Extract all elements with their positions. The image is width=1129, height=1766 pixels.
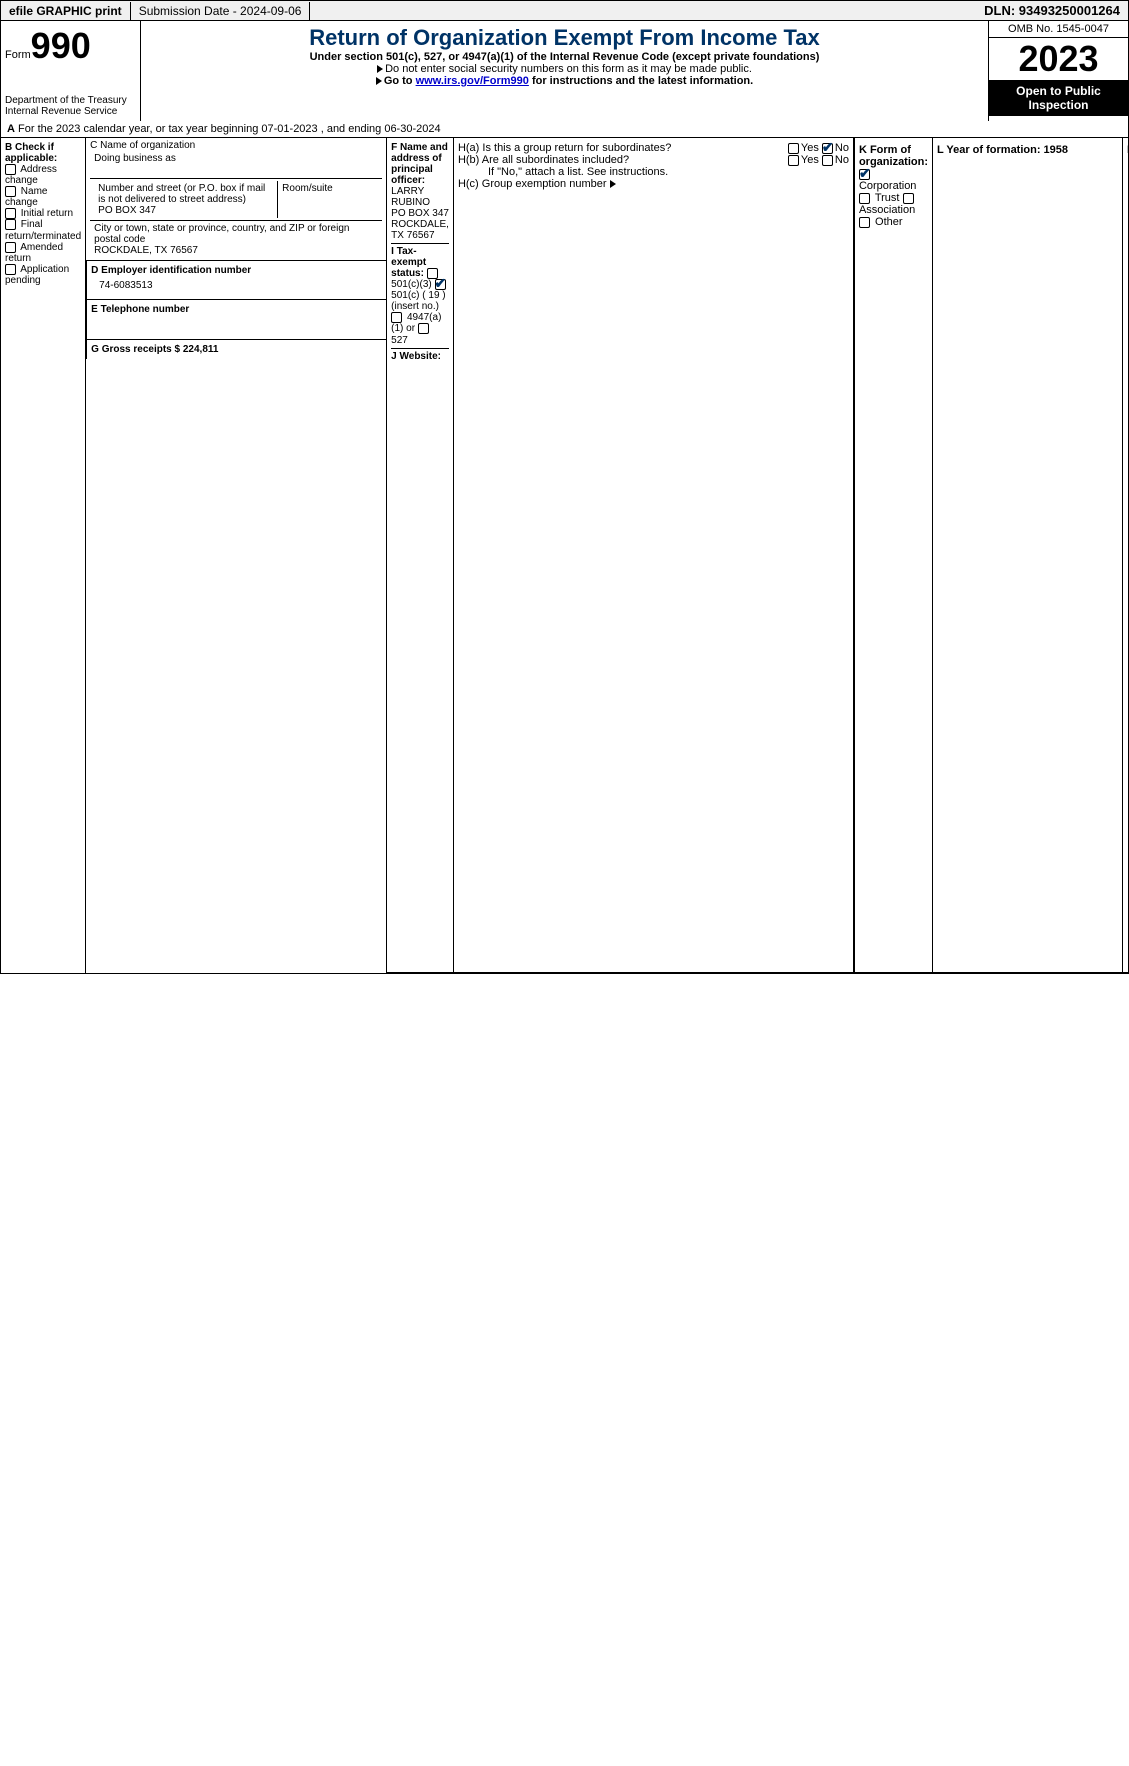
addr-label: Number and street (or P.O. box if mail i… xyxy=(98,183,273,205)
checkbox-name-change[interactable] xyxy=(5,186,16,197)
efile-print-button[interactable]: efile GRAPHIC print xyxy=(1,2,131,20)
ha-label: H(a) Is this a group return for subordin… xyxy=(458,142,671,154)
open-inspection: Open to Public Inspection xyxy=(989,80,1128,116)
irs-link[interactable]: www.irs.gov/Form990 xyxy=(416,75,529,87)
box-l: L Year of formation: 1958 xyxy=(932,138,1122,972)
checkbox-initial-return[interactable] xyxy=(5,208,16,219)
officer-name: LARRY RUBINO xyxy=(391,186,449,208)
hb-note: If "No," attach a list. See instructions… xyxy=(458,166,849,178)
ein-value: 74-6083513 xyxy=(91,276,382,295)
box-e-label: E Telephone number xyxy=(91,304,382,315)
city-label: City or town, state or province, country… xyxy=(94,223,378,245)
submission-date: Submission Date - 2024-09-06 xyxy=(131,2,311,20)
checkbox-corp[interactable] xyxy=(859,169,870,180)
box-c-name-label: C Name of organization xyxy=(90,140,382,151)
goto-pre: Go to xyxy=(384,75,416,87)
checkbox-assoc[interactable] xyxy=(903,193,914,204)
row-a-tax-year: A For the 2023 calendar year, or tax yea… xyxy=(0,121,1129,138)
dept-treasury: Department of the Treasury xyxy=(5,95,136,106)
section-bcde: B Check if applicable: Address change Na… xyxy=(0,138,1129,974)
note-ssn: Do not enter social security numbers on … xyxy=(385,63,752,75)
addr-value: PO BOX 347 xyxy=(98,205,273,216)
checkbox-other[interactable] xyxy=(859,217,870,228)
dln: DLN: 93493250001264 xyxy=(976,1,1128,20)
room-label: Room/suite xyxy=(278,181,378,218)
box-d-label: D Employer identification number xyxy=(91,265,382,276)
checkbox-501c[interactable] xyxy=(435,279,446,290)
arrow-icon xyxy=(376,77,382,85)
box-b-label: B Check if applicable: xyxy=(5,142,81,164)
arrow-icon xyxy=(610,180,616,188)
checkbox-trust[interactable] xyxy=(859,193,870,204)
checkbox-app-pending[interactable] xyxy=(5,264,16,275)
box-j-label: J Website: xyxy=(391,351,441,362)
form-label: Form xyxy=(5,49,31,61)
checkbox-hb-yes[interactable] xyxy=(788,155,799,166)
checkbox-address-change[interactable] xyxy=(5,164,16,175)
form-title: Return of Organization Exempt From Incom… xyxy=(145,25,984,51)
box-i-label: I Tax-exempt status: xyxy=(391,246,426,279)
checkbox-amended[interactable] xyxy=(5,242,16,253)
box-g-receipts: G Gross receipts $ 224,811 xyxy=(91,344,382,355)
checkbox-final-return[interactable] xyxy=(5,219,16,230)
omb-number: OMB No. 1545-0047 xyxy=(989,21,1128,38)
form-number: 990 xyxy=(31,25,91,66)
section-klm: K Form of organization: Corporation Trus… xyxy=(854,138,1129,973)
box-m: M State of legal domicile: TX xyxy=(1122,138,1129,972)
city-value: ROCKDALE, TX 76567 xyxy=(94,245,378,256)
hb-label: H(b) Are all subordinates included? xyxy=(458,154,629,166)
tax-year: 2023 xyxy=(989,38,1128,80)
officer-addr: PO BOX 347 xyxy=(391,208,449,219)
irs-label: Internal Revenue Service xyxy=(5,106,136,117)
checkbox-4947[interactable] xyxy=(391,312,402,323)
checkbox-ha-yes[interactable] xyxy=(788,143,799,154)
hc-label: H(c) Group exemption number xyxy=(458,178,607,190)
form-subtitle: Under section 501(c), 527, or 4947(a)(1)… xyxy=(145,51,984,63)
dba-label: Doing business as xyxy=(90,151,382,179)
topbar: efile GRAPHIC print Submission Date - 20… xyxy=(0,0,1129,21)
form-header: Form990 Department of the Treasury Inter… xyxy=(0,21,1129,121)
checkbox-ha-no[interactable] xyxy=(822,143,833,154)
officer-city: ROCKDALE, TX 76567 xyxy=(391,219,449,241)
checkbox-hb-no[interactable] xyxy=(822,155,833,166)
goto-post: for instructions and the latest informat… xyxy=(529,75,753,87)
section-fh: F Name and address of principal officer:… xyxy=(386,138,854,973)
box-f-label: F Name and address of principal officer: xyxy=(391,142,448,186)
checkbox-527[interactable] xyxy=(418,323,429,334)
arrow-icon xyxy=(377,65,383,73)
